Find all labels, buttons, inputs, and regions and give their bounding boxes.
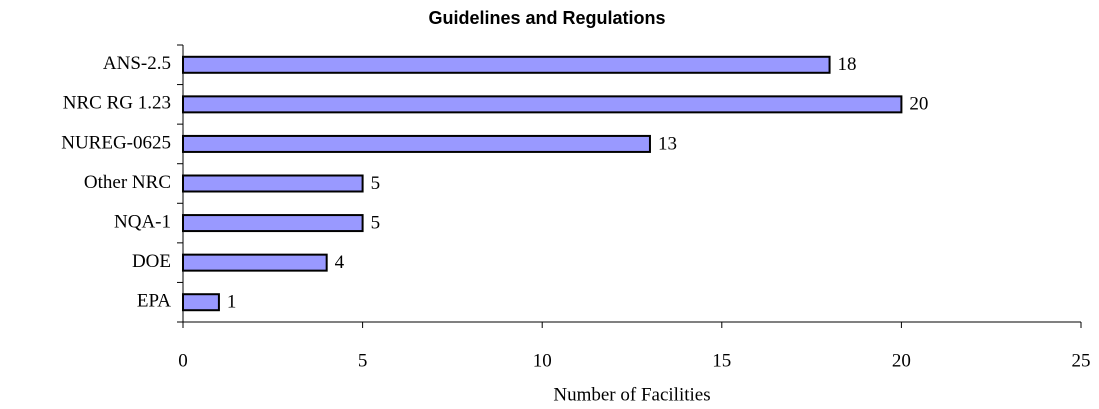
x-tick-label: 10 <box>533 350 552 371</box>
value-label: 18 <box>838 54 857 75</box>
bar <box>182 214 364 233</box>
y-tick-label: NRC RG 1.23 <box>63 93 171 114</box>
bar <box>182 134 651 153</box>
y-tick-label: ANS-2.5 <box>103 53 171 74</box>
y-tick-label: Other NRC <box>84 172 171 193</box>
value-label: 4 <box>335 252 345 273</box>
value-label: 20 <box>909 94 928 115</box>
value-label: 5 <box>371 212 381 233</box>
x-tick-label: 0 <box>178 350 188 371</box>
chart-title: Guidelines and Regulations <box>428 8 665 28</box>
value-label: 1 <box>227 292 237 313</box>
bar <box>182 55 831 74</box>
value-label: 5 <box>371 173 381 194</box>
x-tick-label: 20 <box>892 350 911 371</box>
x-axis-label: Number of Facilities <box>553 384 710 405</box>
bar <box>182 293 220 312</box>
y-tick-label: NUREG-0625 <box>61 132 171 153</box>
x-tick-label: 5 <box>358 350 368 371</box>
x-tick-label: 25 <box>1072 350 1091 371</box>
y-tick-label: EPA <box>137 291 171 312</box>
bar <box>182 174 364 193</box>
y-tick-label: NQA-1 <box>114 211 171 232</box>
y-tick-label: DOE <box>132 251 171 272</box>
value-label: 13 <box>658 133 677 154</box>
bar <box>182 253 328 272</box>
bar <box>182 95 903 114</box>
x-tick-label: 15 <box>712 350 731 371</box>
